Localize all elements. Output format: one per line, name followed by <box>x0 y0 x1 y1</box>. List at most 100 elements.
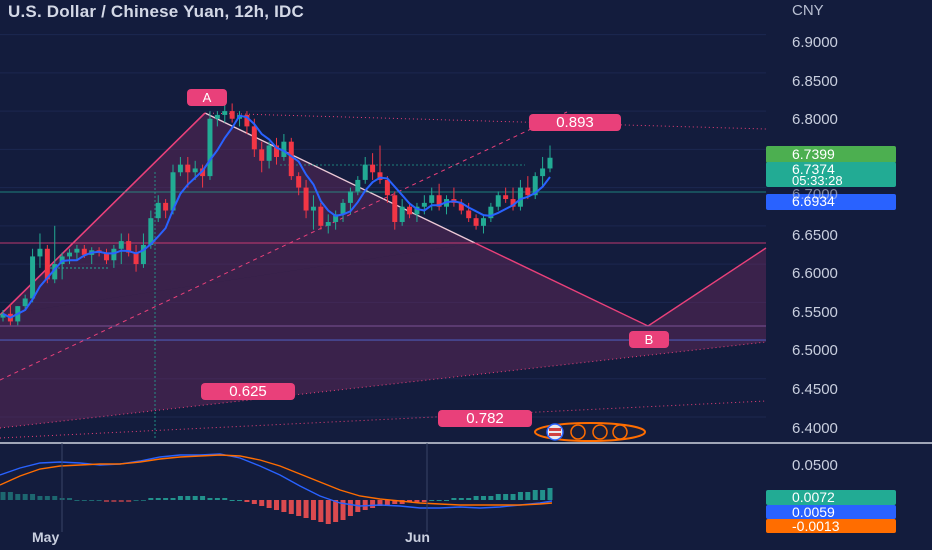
candle-body <box>517 187 523 207</box>
y-tick-label: 6.4000 <box>792 420 838 437</box>
macd-histogram-bar <box>362 500 368 510</box>
macd-histogram-bar <box>266 500 272 508</box>
harmonic-pattern[interactable] <box>0 111 767 439</box>
pattern-point-a[interactable]: A <box>187 89 227 106</box>
y-tick-label: 6.6000 <box>792 265 838 282</box>
candle-body <box>266 145 272 161</box>
candle-body <box>370 164 376 173</box>
candle-body <box>37 248 43 257</box>
ma-value-tag: 6.6934 <box>792 193 835 209</box>
candle-body <box>303 187 309 211</box>
pattern-dash-1 <box>0 111 568 381</box>
macd-histogram <box>0 488 553 524</box>
macd-histogram-bar <box>103 500 109 502</box>
candle-body <box>547 157 553 169</box>
candle-body <box>52 264 58 280</box>
x-tick-label-may: May <box>32 529 60 545</box>
macd-histogram-bar <box>458 498 464 500</box>
signal-value-tag: -0.0013 <box>792 518 840 534</box>
macd-histogram-bar <box>436 500 442 501</box>
macd-histogram-bar <box>148 498 154 500</box>
candle-body <box>259 149 265 161</box>
macd-histogram-bar <box>392 500 398 504</box>
candle-body <box>480 218 486 226</box>
macd-histogram-bar <box>318 500 324 522</box>
candle-body <box>222 111 228 115</box>
pattern-leg-bc <box>474 242 649 327</box>
macd-histogram-bar <box>222 498 228 500</box>
candle-body <box>340 202 346 215</box>
macd-histogram-bar <box>229 500 235 501</box>
macd-histogram-bar <box>126 500 132 502</box>
current-price-tag: 6.7374 <box>792 161 835 177</box>
fib-label-0625[interactable]: 0.625 <box>201 383 295 400</box>
y-tick-label: 6.8000 <box>792 111 838 128</box>
candle-body <box>81 248 87 255</box>
candle-body <box>74 248 80 253</box>
pattern-point-b[interactable]: B <box>629 331 669 348</box>
fib-label-0782[interactable]: 0.782 <box>438 410 532 427</box>
macd-histogram-bar <box>214 498 220 500</box>
fib-label-0893[interactable]: 0.893 <box>529 114 621 131</box>
macd-histogram-bar <box>466 498 472 500</box>
macd-hist-tag: 0.0072 <box>792 489 835 505</box>
events-flag-icon[interactable] <box>534 422 646 442</box>
signal-tag-bg <box>766 519 896 533</box>
macd-histogram-bar <box>384 500 390 506</box>
pattern-fill-left <box>0 113 475 315</box>
candle-body <box>163 202 169 211</box>
candle-body <box>288 141 294 177</box>
macd-histogram-bar <box>414 500 420 502</box>
macd-histogram-bar <box>399 500 405 504</box>
candle-body <box>392 195 398 222</box>
macd-histogram-bar <box>155 498 161 500</box>
macd-histogram-bar <box>303 500 309 518</box>
moving-average-line <box>2 114 551 319</box>
macd-histogram-bar <box>133 500 139 501</box>
macd-histogram-bar <box>532 490 538 500</box>
symbol-title[interactable]: U.S. Dollar / Chinese Yuan, 12h, IDC <box>8 2 304 21</box>
candle-body <box>377 172 383 180</box>
macd-histogram-bar <box>547 488 553 500</box>
candle-body <box>192 168 198 173</box>
y-tick-label: 6.9000 <box>792 34 838 51</box>
macd-histogram-bar <box>259 500 265 506</box>
macd-histogram-bar <box>333 500 339 522</box>
candle-body <box>495 195 501 207</box>
candle-body <box>466 210 472 219</box>
macd-histogram-bar <box>52 496 58 500</box>
y-tick-label: 6.5500 <box>792 304 838 321</box>
macd-histogram-bar <box>473 496 479 500</box>
candle-body <box>244 114 250 127</box>
macd-histogram-bar <box>118 500 124 502</box>
signal-line <box>0 454 553 506</box>
pattern-leg-cd <box>647 247 767 327</box>
candle-body <box>532 176 538 196</box>
macd-histogram-bar <box>347 500 353 516</box>
macd-histogram-bar <box>251 500 257 504</box>
macd-histogram-bar <box>15 494 21 500</box>
candle-body <box>111 248 117 261</box>
macd-histogram-bar <box>140 500 146 501</box>
candle-body <box>347 191 353 203</box>
candle-body <box>488 206 494 219</box>
candle-body <box>126 241 132 253</box>
x-tick-label-jun: Jun <box>405 529 430 545</box>
candle-body <box>540 168 546 177</box>
macd-histogram-bar <box>525 492 531 500</box>
candle-body <box>525 187 531 196</box>
candle-body <box>148 218 154 245</box>
macd-histogram-bar <box>74 500 80 501</box>
candle-body <box>185 164 191 173</box>
macd-histogram-bar <box>370 500 376 508</box>
macd-histogram-bar <box>540 490 546 500</box>
macd-histogram-bar <box>244 500 250 502</box>
candle-body <box>200 168 206 177</box>
candle-body <box>333 214 339 222</box>
macd-y-tick-label: 0.0500 <box>792 457 838 474</box>
candles-layer <box>0 99 553 326</box>
candle-body <box>103 252 109 261</box>
candle-body <box>384 179 390 196</box>
macd-histogram-bar <box>163 498 169 500</box>
